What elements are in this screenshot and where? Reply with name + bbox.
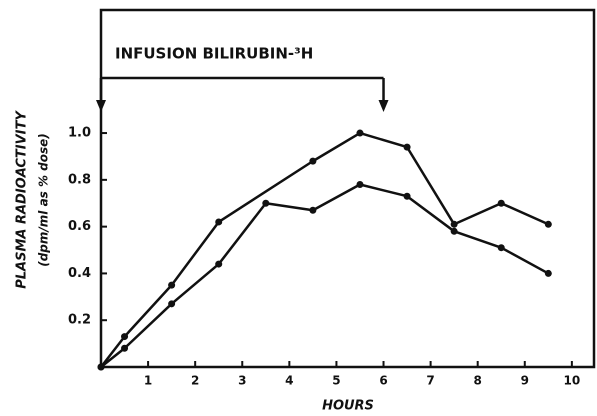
data-line (100, 131, 549, 368)
y-tick-label: 0.2 (68, 313, 91, 328)
data-point (497, 244, 505, 252)
data-point (215, 218, 223, 226)
x-tick-label: 6 (379, 374, 387, 388)
data-point (168, 281, 176, 289)
annotation-arrowhead (378, 100, 389, 112)
x-tick-label: 7 (426, 374, 434, 388)
data-point (262, 199, 270, 207)
x-tick-label: 8 (474, 374, 482, 388)
y-tick-label: 0.8 (68, 172, 91, 187)
data-point (215, 260, 223, 268)
y-tick-label: 0.4 (68, 266, 91, 281)
x-tick-label: 3 (238, 374, 246, 388)
y-axis-label: PLASMA RADIOACTIVITY (15, 110, 30, 289)
x-tick-label: 5 (332, 374, 340, 388)
data-point (121, 333, 129, 341)
plot-frame (99, 8, 596, 369)
data-point (450, 220, 458, 228)
data-point (403, 192, 411, 200)
y-tick-label: 1.0 (68, 126, 91, 141)
annotation-arrowhead (96, 100, 106, 112)
y-tick-label: 0.6 (68, 219, 91, 234)
data-point (544, 220, 552, 228)
y-axis-label: (dpm/ml as % dose) (37, 133, 51, 267)
x-axis-label: HOURS (322, 399, 374, 414)
data-point (356, 181, 364, 189)
x-tick-label: 1 (144, 374, 152, 388)
x-tick-label: 4 (285, 374, 293, 388)
data-point (168, 300, 176, 308)
data-point (403, 143, 411, 151)
data-point (97, 363, 105, 371)
data-point (356, 129, 364, 137)
data-point (121, 344, 129, 352)
annotation: INFUSION BILIRUBIN-³H (115, 45, 313, 63)
x-tick-label: 2 (191, 374, 199, 388)
data-point (309, 157, 317, 165)
annotation-bracket (99, 76, 385, 108)
x-tick-label: 10 (564, 374, 581, 388)
data-point (309, 206, 317, 214)
x-tick-label: 9 (521, 374, 529, 388)
data-point (450, 227, 458, 235)
data-point (497, 199, 505, 207)
data-point (544, 269, 552, 277)
